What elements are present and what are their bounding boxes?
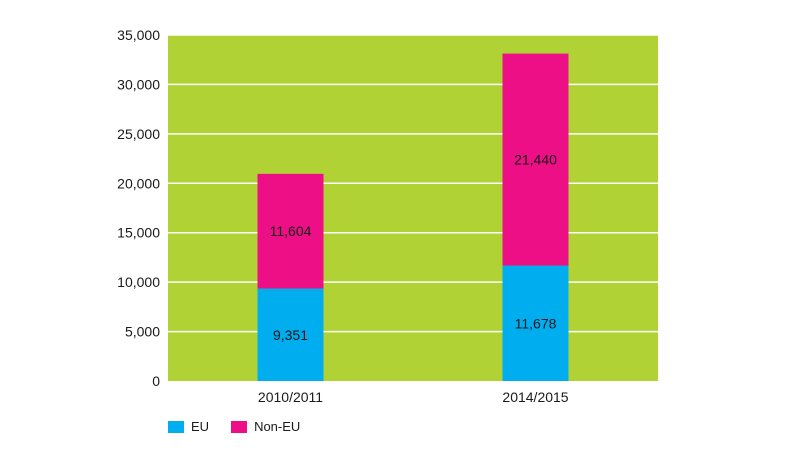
x-axis-ticks: 2010/2011 2014/2015 xyxy=(258,389,569,405)
y-tick-label: 20,000 xyxy=(117,175,160,191)
bar-segment xyxy=(502,53,569,266)
y-tick-label: 30,000 xyxy=(117,76,160,92)
legend-swatch-eu xyxy=(168,420,184,433)
bar-segment xyxy=(257,173,324,289)
plot-area xyxy=(168,35,658,381)
y-axis-ticks: 0 5,000 10,000 15,000 20,000 25,000 30,000 35,0… xyxy=(117,27,160,389)
data-label: 21,440 xyxy=(514,152,557,168)
x-tick-label: 2014/2015 xyxy=(502,389,568,405)
x-tick-label: 2010/2011 xyxy=(258,389,323,405)
legend: EU Non-EU xyxy=(168,419,322,434)
y-tick-label: 5,000 xyxy=(125,324,160,340)
data-label: 9,351 xyxy=(273,327,308,343)
bar-segment xyxy=(502,265,569,381)
gridlines xyxy=(168,34,658,333)
data-label: 11,678 xyxy=(515,315,557,331)
legend-item-non-eu: Non-EU xyxy=(231,419,300,434)
data-label: 11,604 xyxy=(270,223,312,239)
y-tick-label: 0 xyxy=(152,373,160,389)
bars: 9,351 11,604 11,678 21,440 xyxy=(257,53,569,381)
y-tick-label: 35,000 xyxy=(117,27,160,43)
legend-label-non-eu: Non-EU xyxy=(254,419,301,434)
y-tick-label: 25,000 xyxy=(117,126,160,142)
y-tick-label: 10,000 xyxy=(117,274,160,290)
legend-item-eu: EU xyxy=(168,419,209,434)
y-tick-label: 15,000 xyxy=(117,225,160,241)
bar-segment xyxy=(257,288,324,381)
legend-swatch-non-eu xyxy=(231,420,248,433)
legend-label-eu: EU xyxy=(191,419,210,434)
